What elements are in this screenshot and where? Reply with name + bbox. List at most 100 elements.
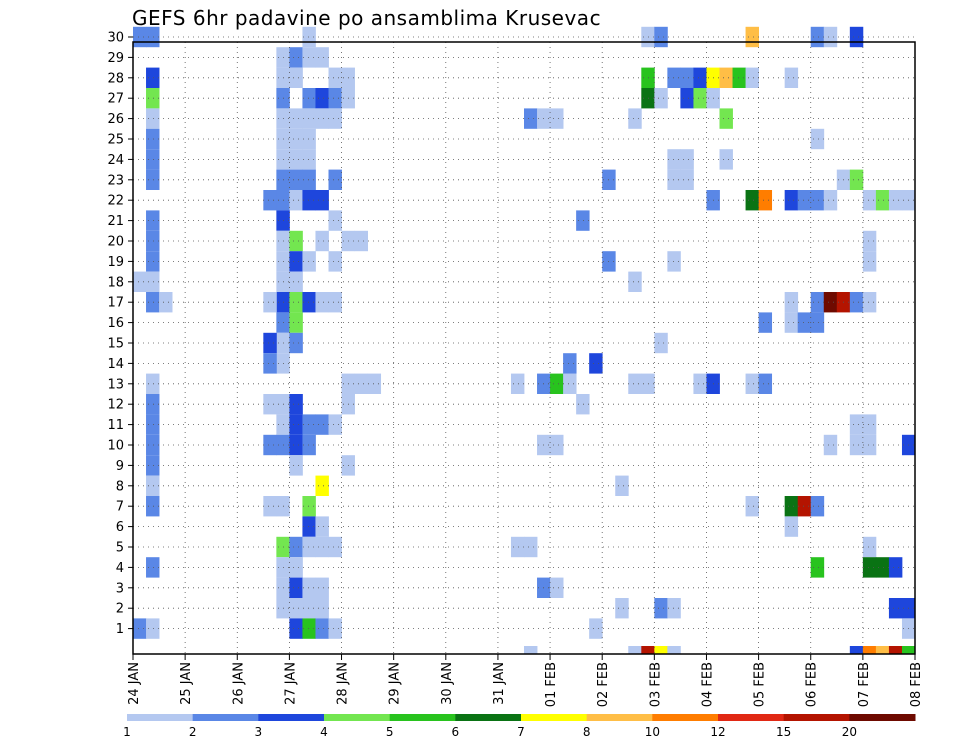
heatmap-cell xyxy=(315,47,329,68)
y-tick-label: 18 xyxy=(107,275,124,290)
heatmap-cell xyxy=(784,292,799,313)
heatmap-cell xyxy=(289,332,303,354)
x-tick-label: 08 FEB xyxy=(909,662,924,707)
heatmap-cell xyxy=(263,353,277,374)
heatmap-cell xyxy=(328,210,342,231)
legend-label: 8 xyxy=(583,725,591,739)
heatmap-cell xyxy=(719,108,733,129)
heatmap-cell xyxy=(289,577,303,598)
heatmap-cell xyxy=(315,598,329,619)
heatmap-cell xyxy=(693,88,707,109)
y-tick-label: 16 xyxy=(107,316,124,331)
heatmap-cell xyxy=(315,618,329,639)
heatmap-cell xyxy=(289,312,303,333)
legend-label: 7 xyxy=(517,725,525,739)
heatmap-cell xyxy=(328,251,342,272)
heatmap-cell xyxy=(315,190,329,211)
heatmap-cell xyxy=(862,557,877,578)
heatmap-cell xyxy=(693,373,707,394)
heatmap-cell xyxy=(315,577,329,598)
y-tick-label: 10 xyxy=(107,439,124,454)
y-tick-label: 23 xyxy=(107,173,124,188)
y-tick-label: 9 xyxy=(116,459,124,474)
heatmap-cell xyxy=(576,394,590,415)
heatmap-cell xyxy=(289,618,303,639)
heatmap-cell xyxy=(510,373,525,394)
y-tick-label: 13 xyxy=(107,377,124,392)
color-legend: 1 2 3 4 5 6 7 8 10 12 15 20 xyxy=(123,714,916,739)
heatmap-cell xyxy=(576,210,590,231)
heatmap-cell xyxy=(849,292,864,313)
heatmap-cell xyxy=(289,414,303,435)
heatmap-cell xyxy=(667,598,681,619)
heatmap-cell xyxy=(667,251,681,272)
heatmap-cell xyxy=(146,496,160,517)
legend-swatch xyxy=(783,714,850,721)
y-tick-label: 21 xyxy=(107,214,124,229)
heatmap-cell xyxy=(315,292,329,313)
x-tick-label: 07 FEB xyxy=(857,662,872,707)
heatmap-cell xyxy=(354,373,368,394)
legend-label: 1 xyxy=(123,725,131,739)
heatmap-cell xyxy=(315,230,329,252)
y-tick-label: 11 xyxy=(107,418,124,433)
heatmap-cell xyxy=(680,169,694,190)
heatmap-cell xyxy=(862,190,877,211)
heatmap-cell xyxy=(263,394,277,415)
heatmap-cell xyxy=(810,496,825,517)
heatmap-cell xyxy=(745,190,759,211)
heatmap-cell xyxy=(263,332,277,354)
heatmap-cell xyxy=(315,88,329,109)
heatmap-cell xyxy=(810,312,825,333)
heatmap-cell xyxy=(289,271,303,292)
x-tick-label: 06 FEB xyxy=(805,662,820,707)
heatmap-cell xyxy=(146,292,160,313)
heatmap-cell xyxy=(146,210,160,231)
heatmap-cell xyxy=(289,128,303,150)
heatmap-cell xyxy=(302,190,316,211)
heatmap-cell xyxy=(875,190,890,211)
y-tick-label: 30 xyxy=(107,31,124,46)
y-tick-label: 25 xyxy=(107,133,124,148)
heatmap-cell xyxy=(289,67,303,88)
heatmap-cell xyxy=(797,190,812,211)
x-tick-label: 04 FEB xyxy=(700,662,715,707)
heatmap-cell xyxy=(888,598,903,619)
y-tick-label: 14 xyxy=(107,357,124,372)
heatmap-cell xyxy=(289,455,303,476)
heatmap-cell xyxy=(680,149,694,170)
heatmap-cell xyxy=(862,414,877,435)
legend-swatch xyxy=(192,714,259,721)
y-tick-label: 2 xyxy=(116,602,124,617)
heatmap-cell xyxy=(302,169,316,190)
heatmap-cell xyxy=(302,251,316,272)
y-tick-label: 12 xyxy=(107,398,124,413)
heatmap-cell xyxy=(159,292,173,313)
heatmap-cell xyxy=(302,149,316,170)
heatmap-cell xyxy=(146,414,160,435)
heatmap-cell xyxy=(667,67,681,88)
heatmap-cell xyxy=(901,646,916,654)
heatmap-cell xyxy=(862,230,877,252)
legend-label: 10 xyxy=(645,725,660,739)
heatmap-cell xyxy=(745,67,759,88)
heatmap-cell xyxy=(823,26,838,48)
heatmap-cell xyxy=(550,577,564,598)
x-tick-label: 01 FEB xyxy=(544,662,559,707)
y-axis-ticks: 1234567891011121314151617181920212223242… xyxy=(107,31,133,637)
legend-swatch xyxy=(455,714,522,721)
heatmap-cell xyxy=(289,251,303,272)
heatmap-cell xyxy=(289,557,303,578)
heatmap-cell xyxy=(146,108,160,129)
legend-label: 2 xyxy=(189,725,197,739)
y-tick-label: 19 xyxy=(107,255,124,270)
heatmap-cell xyxy=(667,149,681,170)
x-tick-label: 30 JAN xyxy=(440,662,455,705)
heatmap-cell xyxy=(862,646,877,654)
y-tick-label: 20 xyxy=(107,235,124,250)
legend-swatch xyxy=(718,714,785,721)
heatmap-cell xyxy=(146,67,160,88)
y-tick-label: 27 xyxy=(107,92,124,107)
heatmap-cell xyxy=(328,618,342,639)
heatmap-cell xyxy=(784,67,799,88)
